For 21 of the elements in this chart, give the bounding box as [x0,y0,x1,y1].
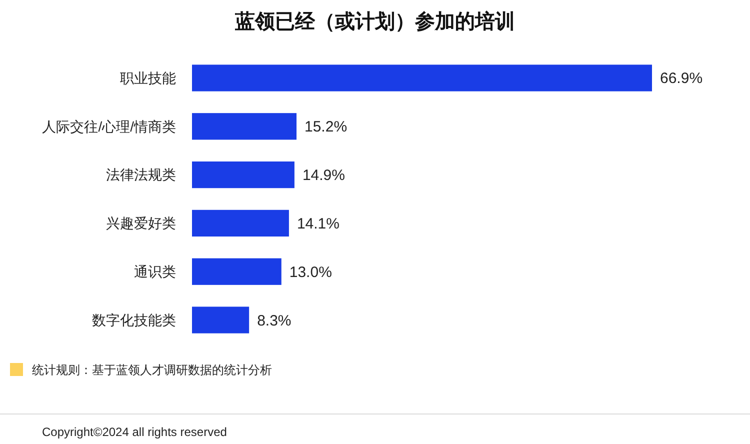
data-label: 14.9% [302,167,345,184]
data-label: 14.1% [296,215,340,232]
y-tick-label: 数字化技能类 [92,312,176,328]
bar [192,258,282,285]
y-tick-label: 职业技能 [120,70,176,86]
bar [192,161,294,188]
y-tick-label: 兴趣爱好类 [106,215,176,232]
y-tick-label: 人际交往/心理/情商类 [42,118,176,134]
text: Copyright©2024 all rights reserved [42,425,227,440]
data-label: 15.2% [304,118,348,136]
y-tick-label: 法律法规类 [106,166,176,183]
data-label: 13.0% [289,264,332,281]
chart-title: 蓝领已经（或计划）参加的培训 [234,10,515,33]
bar [192,210,289,237]
y-tick-label: 通识类 [134,264,176,280]
text: 统计规则：基于蓝领人才调研数据的统计分析 [32,363,272,378]
bar [192,113,297,140]
bar [192,64,652,92]
data-label: 8.3% [257,312,292,330]
bar [192,306,250,334]
data-label: 66.9% [660,70,703,88]
